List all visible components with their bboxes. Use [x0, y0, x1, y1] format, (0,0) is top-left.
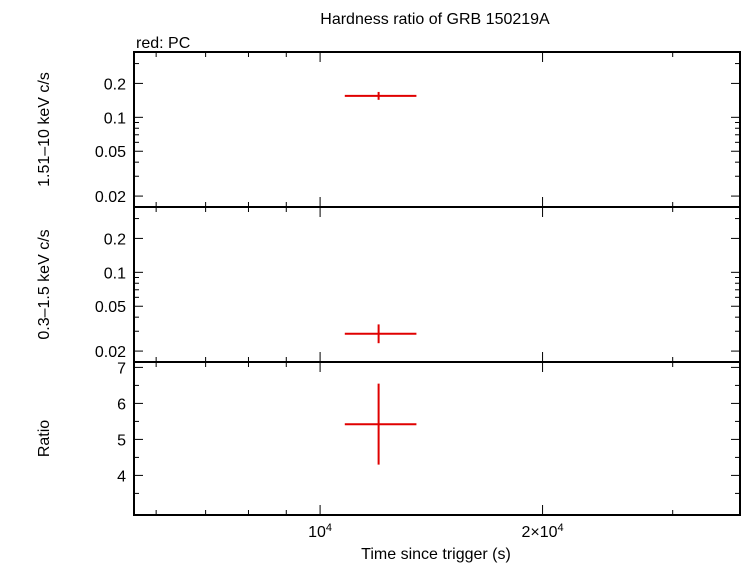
- y-tick-label: 5: [117, 432, 126, 449]
- y-tick-label: 0.02: [95, 344, 126, 361]
- x-tick-label: 104: [308, 522, 332, 541]
- y-tick-label: 0.05: [95, 299, 126, 316]
- data-point: [344, 91, 417, 100]
- y-tick-label: 0.05: [95, 144, 126, 161]
- y-tick-label: 0.2: [104, 231, 126, 248]
- panel-hard: 0.02 0.05 0.1 0.2 1.51–10 keV c/s: [36, 51, 741, 208]
- y-axis-label: 1.51–10 keV c/s: [36, 72, 53, 187]
- chart-title: Hardness ratio of GRB 150219A: [320, 11, 550, 28]
- panel-frame: [133, 51, 741, 208]
- panel-soft: 0.02 0.05 0.1 0.2 0.3–1.5 keV c/s: [36, 206, 741, 363]
- y-tick-label: 0.02: [95, 189, 126, 206]
- panel-frame: [133, 361, 741, 516]
- panel-ratio: 4 5 6 7 Ratio: [36, 360, 741, 516]
- y-tick-label: 6: [117, 396, 126, 413]
- legend-label: red: PC: [136, 35, 190, 52]
- data-point: [344, 324, 417, 344]
- data-point: [344, 383, 417, 465]
- y-tick-label: 0.2: [104, 76, 126, 93]
- y-tick-label: 7: [117, 360, 126, 377]
- y-axis-label: Ratio: [36, 420, 53, 457]
- y-tick-label: 0.1: [104, 265, 126, 282]
- x-axis-label: Time since trigger (s): [361, 546, 511, 563]
- panel-frame: [133, 206, 741, 363]
- y-axis-label: 0.3–1.5 keV c/s: [36, 229, 53, 339]
- y-tick-label: 4: [117, 468, 126, 485]
- y-tick-label: 0.1: [104, 110, 126, 127]
- x-tick-label: 2×104: [521, 522, 563, 541]
